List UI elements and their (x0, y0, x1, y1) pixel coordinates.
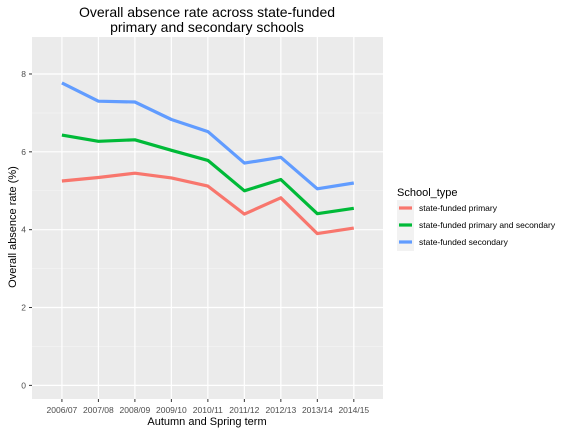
legend: School_type state-funded primary state-fu… (397, 187, 556, 251)
plot-panel (32, 37, 383, 399)
x-tick-label: 2007/08 (83, 405, 114, 415)
x-axis-label: Autumn and Spring term (147, 416, 266, 428)
chart-title-line-1: Overall absence rate across state-funded (79, 4, 335, 20)
y-tick-label: 2 (21, 303, 26, 313)
x-tick-label: 2009/10 (156, 405, 187, 415)
x-tick-label: 2011/12 (229, 405, 259, 415)
y-tick-label: 8 (21, 69, 26, 79)
y-tick-label: 4 (21, 225, 26, 235)
x-tick-label: 2006/07 (47, 405, 78, 415)
y-tick-label: 6 (21, 147, 26, 157)
series-line-3 (61, 81, 355, 191)
x-tick-label: 2010/11 (193, 405, 223, 415)
series-line-1 (61, 171, 355, 236)
legend-label: state-funded primary (419, 203, 498, 213)
legend-label: state-funded primary and secondary (419, 220, 556, 230)
y-tick-label: 0 (21, 380, 26, 390)
x-tick-label: 2013/14 (302, 405, 333, 415)
x-tick-label: 2008/09 (120, 405, 151, 415)
y-axis-label: Overall absence rate (%) (7, 166, 19, 288)
x-tick-label: 2014/15 (338, 405, 369, 415)
series-line-2 (61, 133, 355, 216)
x-axis: 2006/07 2007/08 2008/09 2009/10 2010/11 2011/… (47, 399, 369, 415)
x-tick-label: 2012/13 (265, 405, 296, 415)
y-axis: 0 2 4 6 8 (21, 69, 32, 390)
series-lines (61, 81, 355, 236)
legend-label: state-funded secondary (419, 237, 509, 247)
legend-title: School_type (397, 187, 458, 199)
chart-title-line-2: primary and secondary schools (110, 19, 304, 35)
